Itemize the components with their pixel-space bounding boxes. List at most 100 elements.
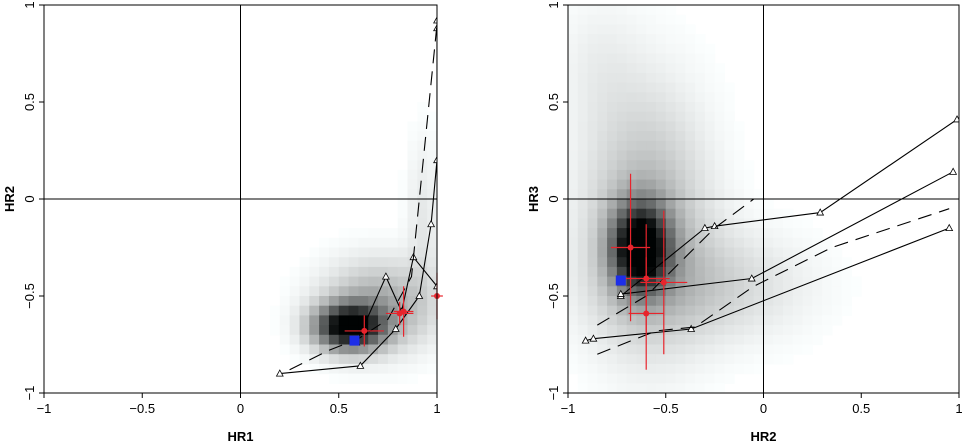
- density-cell: [577, 63, 589, 74]
- x-tick-label: 0: [237, 401, 244, 416]
- density-cell: [685, 257, 696, 268]
- density-cell: [417, 286, 428, 297]
- density-cell: [695, 228, 706, 239]
- density-cell: [646, 102, 657, 113]
- density-cell: [407, 208, 418, 219]
- density-cell: [309, 266, 320, 278]
- density-cell: [368, 247, 379, 258]
- density-cell: [577, 189, 589, 200]
- density-cell: [714, 296, 726, 307]
- density-cell: [724, 208, 735, 219]
- density-cell: [427, 286, 437, 297]
- density-cell: [319, 296, 330, 307]
- density-cell: [665, 228, 677, 239]
- density-cell: [607, 325, 618, 336]
- density-cell: [802, 228, 813, 239]
- density-cell: [299, 325, 310, 336]
- density-cell: [597, 14, 608, 25]
- density-cell: [417, 208, 428, 219]
- density-cell: [724, 334, 735, 346]
- density-cell: [646, 179, 657, 190]
- density-cell: [704, 102, 716, 113]
- density-cell: [328, 315, 340, 326]
- density-cell: [368, 276, 379, 287]
- density-cell: [577, 179, 589, 190]
- density-cell: [636, 169, 647, 181]
- density-cell: [753, 276, 765, 287]
- density-cell: [616, 72, 628, 84]
- density-cell: [378, 266, 389, 278]
- density-cell: [655, 363, 667, 375]
- density-cell: [675, 247, 686, 258]
- density-cell: [646, 218, 657, 229]
- density-cell: [626, 53, 638, 64]
- density-cell: [704, 315, 716, 326]
- density-cell: [743, 363, 755, 375]
- density-cell: [812, 237, 823, 249]
- density-cell: [783, 218, 794, 229]
- x-tick-label: −1: [561, 401, 576, 416]
- density-cell: [626, 266, 638, 278]
- density-cell: [675, 383, 686, 393]
- density-cell: [763, 325, 774, 336]
- density-cell: [675, 228, 686, 239]
- density-cell: [646, 111, 657, 122]
- density-cell: [607, 363, 618, 375]
- density-cell: [616, 102, 628, 113]
- y-tick-label: 0.5: [22, 93, 37, 111]
- density-cell: [387, 247, 399, 258]
- density-cell: [636, 383, 647, 393]
- density-cell: [568, 5, 579, 16]
- density-cell: [695, 121, 706, 132]
- density-cell: [597, 53, 608, 64]
- density-cell: [568, 228, 579, 239]
- density-cell: [626, 150, 638, 161]
- density-cell: [616, 325, 628, 336]
- density-cell: [734, 228, 745, 239]
- density-cell: [289, 354, 301, 365]
- density-cell: [695, 257, 706, 268]
- density-cell: [783, 334, 794, 346]
- density-cell: [587, 276, 598, 287]
- density-cell: [636, 189, 647, 200]
- density-cell: [597, 150, 608, 161]
- density-cell: [704, 257, 716, 268]
- density-cell: [358, 266, 369, 278]
- density-cell: [655, 383, 667, 393]
- density-cell: [802, 315, 813, 326]
- y-tick-label: −1: [546, 386, 561, 401]
- density-cell: [743, 325, 755, 336]
- density-cell: [695, 354, 706, 365]
- density-cell: [704, 218, 716, 229]
- density-cell: [646, 247, 657, 258]
- density-cell: [616, 189, 628, 200]
- density-cell: [338, 257, 350, 268]
- density-cell: [792, 325, 804, 336]
- density-cell: [812, 325, 823, 336]
- density-cell: [636, 296, 647, 307]
- density-cell: [348, 305, 359, 316]
- density-cell: [724, 179, 735, 190]
- density-cell: [387, 354, 399, 365]
- density-cell: [607, 257, 618, 268]
- density-cell: [646, 43, 657, 55]
- density-cell: [636, 208, 647, 219]
- density-cell: [704, 325, 716, 336]
- density-cell: [841, 286, 853, 297]
- density-cell: [646, 266, 657, 278]
- density-cell: [587, 363, 598, 375]
- density-cell: [348, 266, 359, 278]
- density-cell: [665, 189, 677, 200]
- density-cell: [577, 160, 589, 171]
- density-cell: [773, 315, 784, 326]
- density-cell: [665, 315, 677, 326]
- density-cell: [387, 363, 399, 375]
- density-cell: [665, 111, 677, 122]
- density-cell: [685, 237, 696, 249]
- density-cell: [338, 247, 350, 258]
- density-cell: [626, 189, 638, 200]
- density-cell: [607, 43, 618, 55]
- density-cell: [587, 247, 598, 258]
- data-point: [660, 279, 667, 286]
- density-cell: [626, 82, 638, 93]
